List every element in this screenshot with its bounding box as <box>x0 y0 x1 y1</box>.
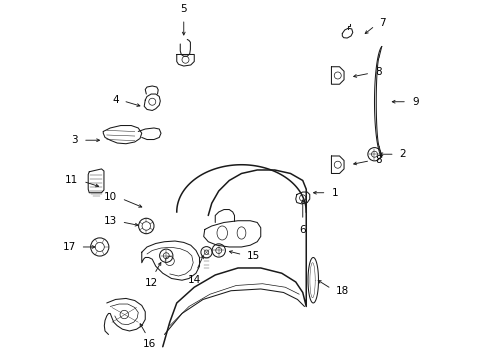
Text: 1: 1 <box>331 188 338 198</box>
Text: 8: 8 <box>375 67 382 77</box>
Text: 18: 18 <box>336 286 349 296</box>
Text: 12: 12 <box>146 278 159 288</box>
Text: 15: 15 <box>247 251 261 261</box>
Text: 6: 6 <box>299 225 306 235</box>
Text: 8: 8 <box>375 155 382 165</box>
Text: 7: 7 <box>379 18 385 28</box>
Text: 13: 13 <box>103 216 117 226</box>
Text: 16: 16 <box>143 339 156 350</box>
Text: 5: 5 <box>180 4 187 14</box>
Text: 14: 14 <box>188 275 201 285</box>
Text: 4: 4 <box>112 95 119 104</box>
Text: 2: 2 <box>400 149 406 159</box>
Text: 9: 9 <box>412 97 418 107</box>
Text: 10: 10 <box>104 192 117 202</box>
Text: 3: 3 <box>72 135 78 145</box>
Text: 17: 17 <box>62 242 75 252</box>
Text: 11: 11 <box>65 175 78 185</box>
